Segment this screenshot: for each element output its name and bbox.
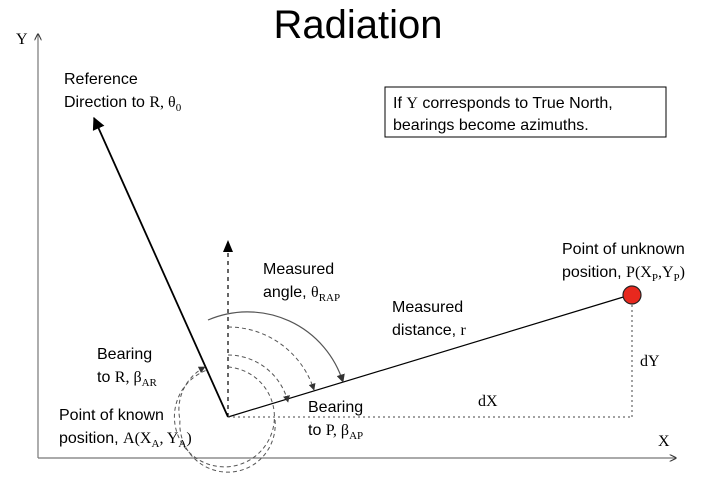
point-known-close: ) — [186, 430, 191, 447]
point-known-label: Point of known position, A(XA, YA) — [59, 407, 192, 450]
note-line1: If Y corresponds to True North, — [393, 95, 613, 112]
reference-label-line2: Direction to R, θ0 — [64, 94, 182, 114]
point-unknown-line2: position, P(XP,YP) — [562, 264, 685, 284]
point-known-sub-b: A — [178, 438, 186, 450]
measured-distance-line2: distance, r — [392, 322, 466, 339]
bearing-p-sub: AP — [349, 430, 363, 442]
point-unknown-var-a: P(X — [626, 264, 652, 281]
bearing-r-line1: Bearing — [97, 346, 152, 363]
x-axis-label: X — [658, 433, 670, 450]
point-known-line1: Point of known — [59, 407, 164, 424]
bearing-r-label: Bearing to R, βAR — [97, 346, 158, 389]
note-line2: bearings become azimuths. — [393, 117, 589, 134]
bearing-r-arc — [173, 366, 275, 468]
measured-angle-line2: angle, θRAP — [263, 284, 340, 304]
dy-label: dY — [640, 353, 660, 370]
reference-direction-line — [92, 116, 229, 418]
note-box-frame — [384, 86, 667, 138]
bearing-p-label: Bearing to P, βAP — [308, 399, 363, 442]
reference-label: Reference Direction to R, θ0 — [64, 71, 182, 114]
bearing-p-line2: to P, βAP — [308, 422, 363, 442]
measured-distance-line — [227, 294, 631, 418]
bearing-r-sub: AR — [142, 377, 158, 389]
point-known-text: position, — [59, 430, 123, 447]
point-unknown-text: position, — [562, 264, 626, 281]
bearing-p-arc-inner — [227, 354, 290, 403]
point-unknown-label: Point of unknown position, P(XP,YP) — [562, 241, 685, 284]
point-known-var-b: , Y — [159, 430, 178, 447]
point-p-marker — [622, 285, 642, 305]
reference-label-sub: 0 — [176, 102, 182, 114]
measured-angle-sub: RAP — [319, 292, 340, 304]
point-known-line2: position, A(XA, YA) — [59, 430, 192, 450]
bearing-p-var: P, β — [326, 422, 349, 439]
dx-label: dX — [478, 393, 498, 410]
measured-distance-line1: Measured — [392, 299, 463, 316]
bearing-p-text: to — [308, 422, 326, 439]
reference-label-line1: Reference — [64, 71, 138, 88]
point-unknown-line1: Point of unknown — [562, 241, 685, 258]
axes: Y X — [16, 31, 676, 458]
note-box: If Y corresponds to True North, bearings… — [384, 86, 667, 138]
bearing-r-arc-lower — [178, 366, 276, 473]
bearing-r-text: to — [97, 369, 115, 386]
note-line1-var: Y — [406, 95, 418, 112]
reference-label-var: R, θ — [149, 94, 175, 111]
bearing-p-arc-outer — [227, 326, 316, 391]
measured-angle-text: angle, — [263, 284, 311, 301]
point-unknown-var-b: ,Y — [658, 264, 674, 281]
measured-distance-var: r — [460, 322, 466, 339]
y-axis-label: Y — [16, 31, 28, 48]
measured-distance-text: distance, — [392, 322, 460, 339]
note-line1-text: If — [393, 95, 406, 112]
bearing-r-line2: to R, βAR — [97, 369, 158, 389]
point-known-sub-a: A — [151, 438, 159, 450]
bearing-r-var: R, β — [115, 369, 142, 386]
north-arrow-head — [223, 240, 233, 252]
measured-angle-var: θ — [311, 284, 319, 301]
note-line1-rest: corresponds to True North, — [418, 95, 613, 112]
page-title: Radiation — [273, 3, 442, 47]
measured-angle-arc — [207, 311, 345, 383]
point-unknown-close: ) — [680, 264, 685, 281]
measured-angle-line1: Measured — [263, 261, 334, 278]
reference-label-text: Direction to — [64, 94, 149, 111]
measured-angle-label: Measured angle, θRAP — [263, 261, 340, 304]
point-unknown-sub-b: P — [674, 272, 680, 284]
point-unknown-sub-a: P — [652, 272, 658, 284]
point-known-var-a: A(X — [123, 430, 152, 447]
measured-distance-label: Measured distance, r — [392, 299, 466, 339]
bearing-p-line1: Bearing — [308, 399, 363, 416]
